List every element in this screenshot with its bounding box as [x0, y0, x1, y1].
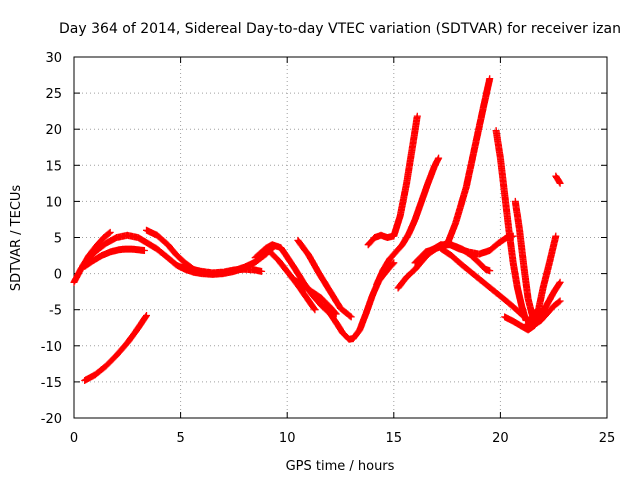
y-tick-label: 20 — [45, 123, 62, 138]
series-markers — [81, 312, 150, 384]
series-markers — [492, 127, 530, 324]
series-arc21 — [552, 172, 564, 187]
series-arc19 — [511, 197, 564, 328]
chart-title: Day 364 of 2014, Sidereal Day-to-day VTE… — [59, 21, 621, 37]
y-axis-label: SDTVAR / TECUs — [9, 185, 24, 292]
x-tick-label: 0 — [70, 431, 78, 446]
series-arc14 — [411, 75, 494, 267]
y-tick-label: 30 — [45, 51, 62, 66]
y-tick-label: 5 — [54, 232, 62, 247]
x-axis-label: GPS time / hours — [286, 459, 395, 474]
series-markers — [292, 277, 340, 318]
x-tick-label: 5 — [176, 431, 184, 446]
series-markers — [364, 112, 421, 249]
series-markers — [552, 172, 564, 187]
series-arc20 — [522, 232, 560, 330]
y-tick-labels: -20 -15 -10 -5 0 5 10 15 20 25 30 — [41, 51, 62, 427]
series-markers — [373, 154, 443, 288]
plot-frame — [73, 56, 608, 419]
series-arc6 — [177, 263, 266, 277]
y-tick-label: 0 — [54, 268, 62, 283]
series-arc9 — [294, 236, 355, 321]
series-arc3 — [81, 245, 148, 270]
x-tick-labels: 0 5 10 15 20 25 — [70, 431, 615, 446]
series-markers — [522, 232, 560, 330]
x-tick-label: 10 — [279, 431, 296, 446]
y-tick-label: 25 — [45, 87, 62, 102]
y-tick-label: -15 — [41, 376, 62, 391]
series-arc15 — [422, 232, 517, 259]
axis-ticks — [73, 56, 608, 419]
y-tick-label: -10 — [41, 340, 62, 355]
y-tick-label: -5 — [49, 304, 62, 319]
x-tick-label: 15 — [386, 431, 403, 446]
series-arc4 — [81, 312, 150, 384]
series-markers — [177, 263, 266, 277]
series-markers — [422, 232, 517, 259]
grid-lines — [74, 57, 607, 418]
data-marks — [70, 75, 564, 384]
series-arc17 — [492, 127, 530, 324]
y-tick-label: 10 — [45, 195, 62, 210]
series-arc12 — [373, 154, 443, 288]
series-markers — [411, 75, 494, 267]
y-tick-label: 15 — [45, 159, 62, 174]
series-arc10 — [292, 277, 340, 318]
series-markers — [511, 197, 564, 328]
series-markers — [294, 236, 355, 321]
series-markers — [81, 245, 148, 270]
x-tick-label: 25 — [599, 431, 616, 446]
series-arc11 — [364, 112, 421, 249]
x-tick-label: 20 — [492, 431, 509, 446]
y-tick-label: -20 — [41, 412, 62, 427]
